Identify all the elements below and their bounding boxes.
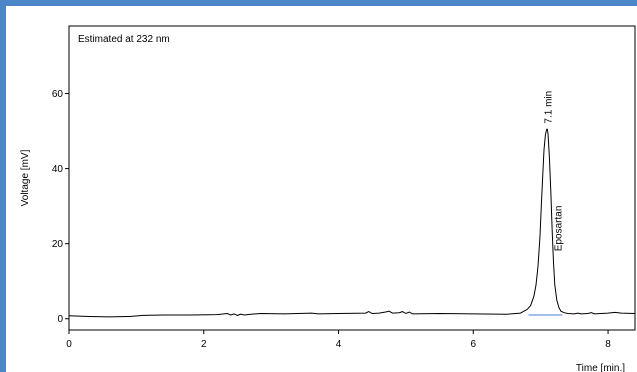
x-tick-label: 0 xyxy=(66,339,72,350)
chromatogram-chart: 0 20 40 60 0 2 4 6 8 Estimated at 232 nm Voltag… xyxy=(20,25,636,372)
y-tick-label: 60 xyxy=(52,89,64,100)
peak-annotation: Eposartan xyxy=(554,206,565,252)
plot-area-border xyxy=(68,25,636,331)
signal-trace xyxy=(68,128,636,318)
y-axis-title: Voltage [mV] xyxy=(20,149,31,206)
y-tick-label: 0 xyxy=(57,314,63,325)
x-tick-label: 8 xyxy=(605,339,611,350)
chart-title: Estimated at 232 nm xyxy=(78,34,170,45)
chart-window: 0 20 40 60 0 2 4 6 8 Estimated at 232 nm Voltag… xyxy=(6,6,637,372)
annotation-layer: 7.1 min Eposartan xyxy=(543,91,564,251)
y-axis: 0 20 40 60 xyxy=(52,89,69,325)
x-tick-label: 6 xyxy=(471,339,477,350)
y-tick-label: 40 xyxy=(52,164,64,175)
y-tick-label: 20 xyxy=(52,239,64,250)
x-axis: 0 2 4 6 8 xyxy=(66,330,611,350)
x-tick-label: 2 xyxy=(201,339,207,350)
x-tick-label: 4 xyxy=(336,339,342,350)
series-layer xyxy=(68,128,636,318)
x-axis-title: Time [min.] xyxy=(576,363,625,372)
peak-annotation: 7.1 min xyxy=(543,91,554,124)
